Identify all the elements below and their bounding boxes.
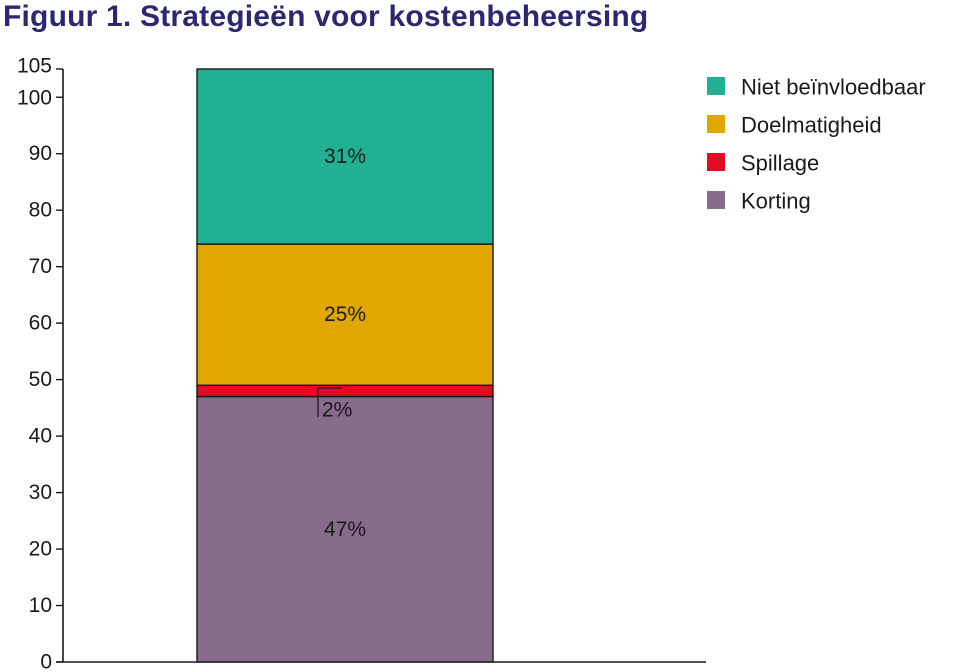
- legend-swatch-korting: [707, 191, 725, 209]
- legend-label-doelmatigheid: Doelmatigheid: [741, 113, 882, 138]
- y-tick-label: 80: [29, 199, 52, 222]
- bar-stack: [196, 68, 494, 663]
- bar-segment-niet-beinvloedbaar: [196, 68, 494, 245]
- label-leader-line: [317, 387, 342, 417]
- legend-label-korting: Korting: [741, 189, 811, 214]
- data-label-korting: 47%: [324, 518, 366, 541]
- y-tick-label: 70: [29, 255, 52, 278]
- y-tick-label: 90: [29, 142, 52, 165]
- y-tick-label: 10: [29, 594, 52, 617]
- data-label-niet-beinvloedbaar: 31%: [324, 145, 366, 168]
- y-tick-label: 20: [29, 538, 52, 561]
- bar-segment-korting: [196, 395, 494, 663]
- legend-swatch-doelmatigheid: [707, 115, 725, 133]
- y-tick-label: 0: [40, 651, 52, 672]
- data-labels: 47% 2% 25% 31%: [317, 145, 366, 541]
- data-label-spillage: 2%: [322, 398, 352, 421]
- y-tick-label: 50: [29, 368, 52, 391]
- legend-swatch-spillage: [707, 153, 725, 171]
- chart-title: Figuur 1. Strategieën voor kostenbeheers…: [3, 0, 649, 33]
- y-tick-label: 105: [17, 55, 52, 78]
- y-tick-label: 30: [29, 481, 52, 504]
- legend-label-spillage: Spillage: [741, 151, 819, 176]
- y-tick-label: 40: [29, 425, 52, 448]
- bar-segment-doelmatigheid: [196, 243, 494, 386]
- bar-segment-spillage: [196, 384, 494, 398]
- y-tick-label: 60: [29, 312, 52, 335]
- y-tick-label: 100: [17, 87, 52, 110]
- data-label-doelmatigheid: 25%: [324, 303, 366, 326]
- legend: Niet beïnvloedbaar Doelmatigheid Spillage K…: [707, 75, 926, 214]
- legend-swatch-niet-beinvloedbaar: [707, 77, 725, 95]
- legend-label-niet-beinvloedbaar: Niet beïnvloedbaar: [741, 75, 926, 100]
